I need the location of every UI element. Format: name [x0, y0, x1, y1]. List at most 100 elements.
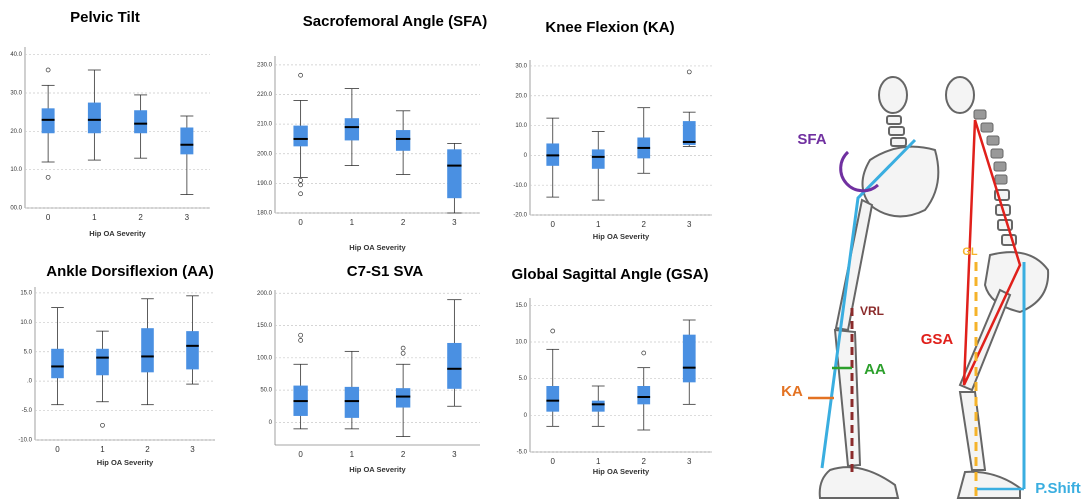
x-axis-label: Hip OA Severity	[97, 458, 154, 467]
chart-title: Pelvic Tilt	[70, 9, 140, 26]
outlier	[686, 69, 692, 75]
skull	[878, 76, 908, 114]
x-tick-label: 1	[350, 218, 355, 227]
x-tick-label: 0	[551, 457, 556, 466]
x-tick-label: 3	[687, 457, 692, 466]
x-tick-label: 3	[190, 445, 195, 454]
x-axis-label: Hip OA Severity	[89, 229, 146, 238]
box	[591, 400, 605, 412]
y-tick-label: 0	[269, 420, 273, 426]
foot	[956, 470, 1021, 499]
y-tick-label: -20.0	[513, 213, 527, 219]
y-tick-label: .0	[27, 379, 33, 385]
chart-title: C7-S1 SVA	[347, 263, 424, 280]
y-tick-label: 30.0	[10, 91, 22, 97]
label: VRL	[860, 304, 884, 318]
x-tick-label: 1	[596, 457, 601, 466]
x-tick-label: 3	[185, 213, 190, 222]
box	[293, 125, 308, 147]
label: SFA	[797, 131, 826, 148]
box	[682, 121, 696, 145]
y-tick-label: 230.0	[257, 62, 273, 68]
x-tick-label: 2	[401, 218, 406, 227]
box	[186, 331, 199, 370]
x-tick-label: 1	[596, 220, 601, 229]
x-tick-label: 1	[100, 445, 105, 454]
y-tick-label: 10.0	[515, 123, 527, 129]
y-tick-label: 0	[524, 413, 528, 419]
label: AA	[864, 361, 886, 378]
x-tick-label: 1	[92, 213, 97, 222]
x-tick-label: 2	[138, 213, 143, 222]
y-tick-label: 5.0	[519, 376, 528, 382]
outlier	[298, 178, 303, 183]
box-plot: Pelvic Tilt 00.0 10.0 20.0 30.0 40.0 0 1 2 3 Hip O…	[10, 9, 210, 238]
chart-title: Knee Flexion (KA)	[545, 19, 674, 36]
box	[546, 386, 560, 412]
y-tick-label: 00.0	[10, 206, 22, 212]
box-plot: Sacrofemoral Angle (SFA) 180.0 190.0 200.0 2…	[257, 13, 487, 252]
box	[682, 334, 696, 383]
y-tick-label: -5.0	[517, 450, 528, 456]
chart-title: Sacrofemoral Angle (SFA)	[303, 13, 487, 30]
y-tick-label: 50.0	[260, 388, 272, 394]
pelvis	[861, 145, 940, 218]
y-tick-label: 200.0	[257, 291, 273, 297]
chart-title: Global Sagittal Angle (GSA)	[512, 266, 709, 283]
spine	[973, 109, 1017, 246]
outlier	[400, 350, 406, 356]
x-tick-label: 3	[687, 220, 692, 229]
x-tick-label: 1	[350, 450, 355, 459]
label: GSA	[921, 331, 954, 348]
y-tick-label: -5.0	[22, 408, 33, 414]
x-axis-label: Hip OA Severity	[349, 243, 406, 252]
y-tick-label: 190.0	[257, 181, 273, 187]
y-tick-label: 15.0	[20, 290, 32, 296]
y-tick-label: 15.0	[515, 303, 527, 309]
box	[141, 328, 154, 373]
label: P.Shift	[1035, 480, 1081, 497]
box-plot: C7-S1 SVA 0 50.0 100.0 150.0 200.0 0 1 2 3 Hip OA …	[257, 263, 480, 474]
box	[51, 348, 64, 379]
x-tick-label: 2	[401, 450, 406, 459]
box-plot: Global Sagittal Angle (GSA) -5.0 0 5.0 10.0 1…	[512, 266, 712, 476]
tibia	[833, 328, 862, 468]
outlier	[298, 332, 303, 338]
y-tick-label: 30.0	[515, 64, 527, 70]
posture-diagram: SFA KA AA VRL GSA GL P.Shift	[781, 76, 1081, 500]
foot	[818, 466, 900, 499]
y-tick-label: 200.0	[257, 151, 273, 157]
alignment-line	[820, 138, 917, 469]
x-tick-label: 2	[145, 445, 150, 454]
y-tick-label: 10.0	[10, 167, 22, 173]
y-tick-label: 10.0	[515, 340, 527, 346]
y-tick-label: 10.0	[20, 320, 32, 326]
outlier	[298, 338, 303, 343]
y-tick-label: -10.0	[513, 183, 527, 189]
outlier	[298, 182, 303, 188]
x-axis-label: Hip OA Severity	[593, 467, 650, 476]
x-tick-label: 0	[298, 218, 303, 227]
y-tick-label: 5.0	[24, 349, 33, 355]
y-tick-label: 40.0	[10, 52, 22, 58]
y-tick-label: 180.0	[257, 211, 273, 217]
tibia	[958, 391, 987, 471]
box	[637, 386, 651, 405]
x-tick-label: 2	[642, 220, 647, 229]
box	[180, 127, 194, 155]
x-tick-label: 0	[46, 213, 51, 222]
box	[96, 348, 109, 376]
outlier	[298, 191, 303, 197]
x-tick-label: 3	[452, 218, 457, 227]
y-tick-label: 220.0	[257, 92, 273, 98]
y-tick-label: 20.0	[515, 93, 527, 99]
box	[87, 102, 101, 134]
box-plot: Knee Flexion (KA) -20.0 -10.0 0 10.0 20.0 30.0…	[513, 19, 712, 241]
box	[344, 386, 360, 418]
y-tick-label: 150.0	[257, 323, 273, 329]
x-tick-label: 0	[551, 220, 556, 229]
outlier	[100, 422, 105, 428]
y-tick-label: 210.0	[257, 122, 273, 128]
